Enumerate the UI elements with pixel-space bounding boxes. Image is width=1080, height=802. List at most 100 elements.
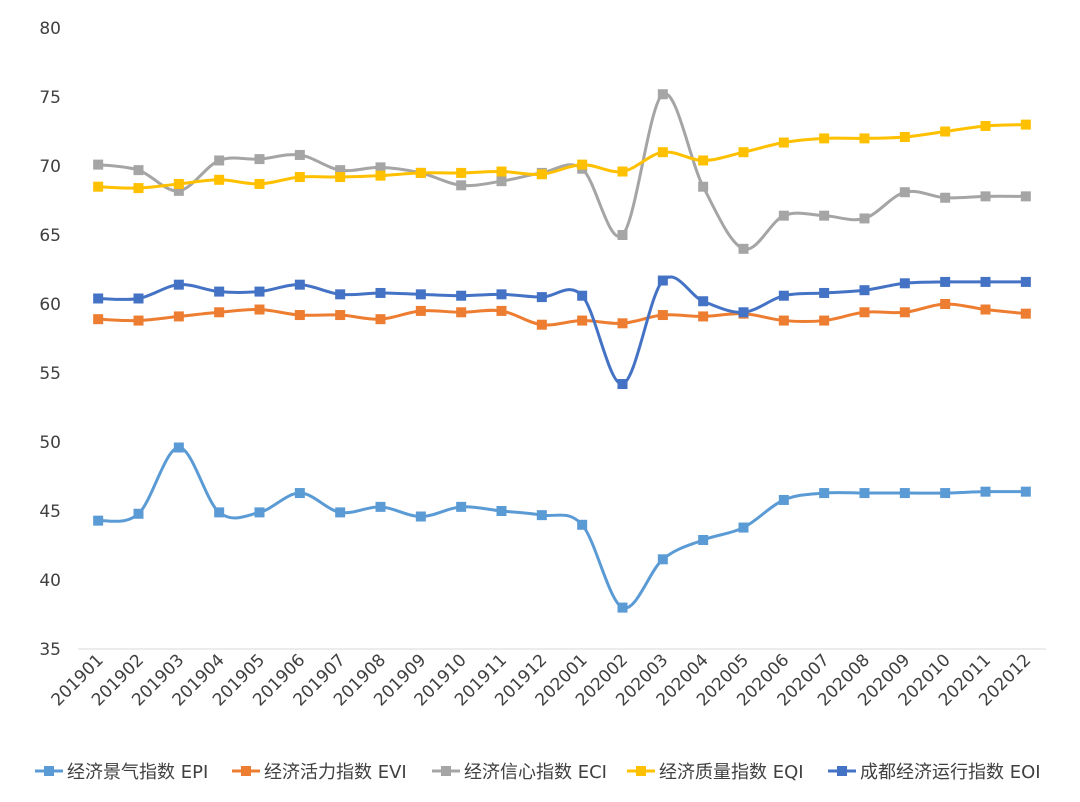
- data-point: [133, 315, 144, 326]
- data-point: [577, 315, 588, 326]
- series-5: [93, 275, 1031, 390]
- data-point: [899, 132, 910, 143]
- series-line: [96, 302, 1028, 327]
- legend-marker: [441, 766, 451, 776]
- data-point: [577, 290, 588, 301]
- legend-marker: [44, 766, 54, 776]
- data-point: [456, 290, 467, 301]
- data-point: [657, 310, 668, 321]
- legend-item: 经济景气指数 EPI: [35, 762, 208, 783]
- data-point: [173, 279, 184, 290]
- series-line: [96, 446, 1028, 610]
- data-point: [254, 286, 265, 297]
- data-point: [899, 278, 910, 289]
- legend-item: 经济质量指数 EQI: [627, 762, 804, 783]
- data-point: [698, 534, 709, 545]
- y-tick-label: 35: [39, 640, 61, 660]
- legend: 经济景气指数 EPI 经济活力指数 EVI 经济信心指数 ECI 经济质量指数 EQI…: [35, 762, 1041, 783]
- series-line: [96, 123, 1028, 190]
- data-point: [536, 510, 547, 521]
- data-point: [496, 289, 507, 300]
- data-point: [335, 172, 346, 183]
- data-point: [294, 488, 305, 499]
- y-tick-label: 50: [39, 433, 61, 453]
- legend-item: 经济信心指数 ECI: [432, 762, 607, 783]
- data-point: [980, 191, 991, 202]
- data-point: [375, 287, 386, 298]
- data-point: [1020, 119, 1031, 130]
- data-point: [859, 488, 870, 499]
- data-point: [698, 155, 709, 166]
- y-tick-label: 40: [39, 571, 61, 591]
- data-point: [335, 507, 346, 518]
- y-tick-label: 75: [39, 88, 61, 108]
- data-point: [738, 522, 749, 533]
- legend-item: 经济活力指数 EVI: [232, 762, 407, 783]
- data-point: [93, 293, 104, 304]
- series-1: [93, 442, 1031, 613]
- data-point: [375, 170, 386, 181]
- data-point: [899, 488, 910, 499]
- y-tick-label: 65: [39, 226, 61, 246]
- data-point: [657, 554, 668, 565]
- data-point: [536, 292, 547, 303]
- data-point: [1020, 486, 1031, 497]
- data-point: [93, 159, 104, 170]
- y-tick-label: 70: [39, 157, 61, 177]
- data-point: [214, 307, 225, 318]
- data-point: [940, 126, 951, 137]
- data-point: [657, 275, 668, 286]
- data-point: [335, 289, 346, 300]
- data-point: [657, 147, 668, 158]
- data-point: [496, 305, 507, 316]
- y-tick-label: 55: [39, 364, 61, 384]
- data-point: [214, 155, 225, 166]
- series-2: [93, 299, 1031, 330]
- data-point: [536, 169, 547, 180]
- y-tick-label: 80: [39, 19, 61, 39]
- legend-label: 经济活力指数 EVI: [264, 762, 407, 783]
- y-tick-label: 60: [39, 295, 61, 315]
- data-point: [940, 299, 951, 309]
- data-point: [335, 310, 346, 321]
- data-point: [819, 488, 830, 499]
- data-point: [738, 307, 749, 318]
- data-point: [859, 285, 870, 296]
- data-point: [496, 176, 507, 187]
- data-point: [254, 304, 265, 315]
- data-point: [214, 507, 225, 518]
- data-point: [778, 494, 789, 505]
- data-point: [738, 243, 749, 254]
- data-point: [294, 172, 305, 183]
- data-point: [577, 159, 588, 170]
- data-point: [133, 293, 144, 304]
- data-point: [375, 501, 386, 512]
- legend-label: 成都经济运行指数 EOI: [860, 762, 1041, 783]
- legend-marker: [241, 766, 251, 776]
- data-point: [375, 162, 386, 173]
- legend-label: 经济信心指数 ECI: [464, 762, 607, 783]
- legend-marker: [837, 766, 847, 776]
- data-point: [93, 314, 104, 325]
- series-3: [93, 89, 1031, 254]
- data-point: [819, 210, 830, 221]
- data-point: [899, 187, 910, 198]
- x-axis: 2019012019022019032019042019052019062019…: [48, 648, 1046, 710]
- data-point: [93, 181, 104, 192]
- data-point: [375, 314, 386, 325]
- data-point: [819, 133, 830, 144]
- data-point: [617, 230, 628, 240]
- data-point: [415, 289, 426, 300]
- data-point: [133, 508, 144, 519]
- data-point: [940, 192, 951, 203]
- data-point: [698, 296, 709, 307]
- data-point: [1020, 276, 1031, 287]
- data-point: [496, 166, 507, 177]
- legend-label: 经济景气指数 EPI: [67, 762, 208, 783]
- data-point: [456, 180, 467, 191]
- data-point: [778, 137, 789, 148]
- data-point: [577, 519, 588, 530]
- data-point: [415, 305, 426, 316]
- data-point: [980, 304, 991, 315]
